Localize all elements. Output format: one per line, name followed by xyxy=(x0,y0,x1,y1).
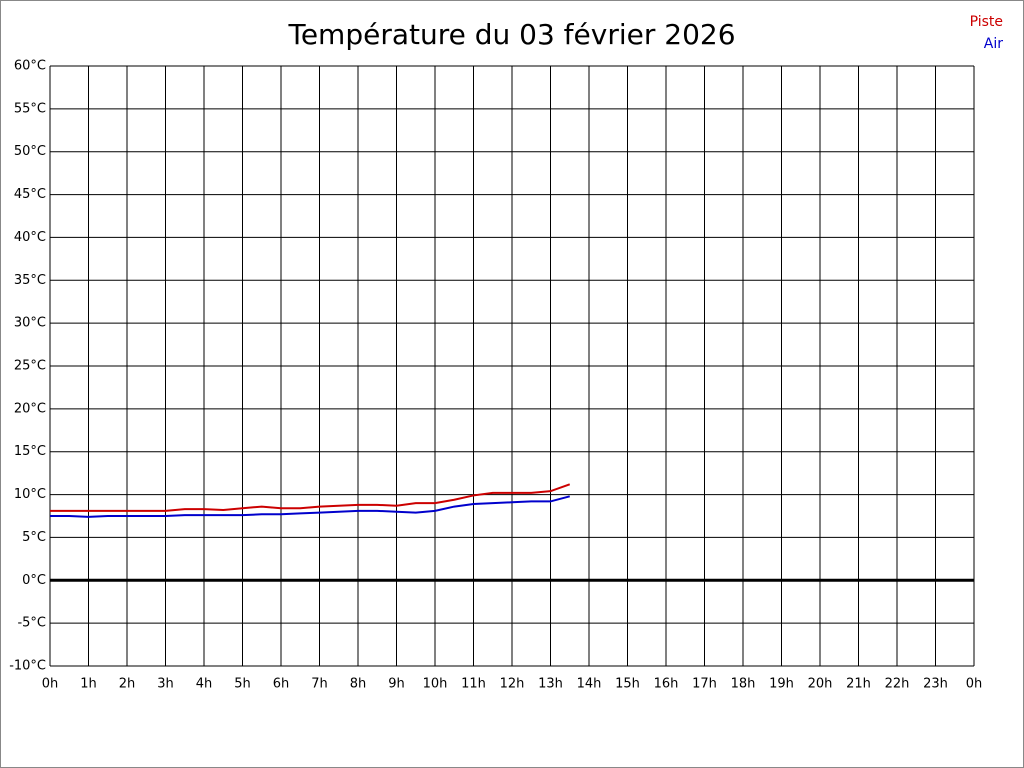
x-tick-label: 12h xyxy=(500,677,525,692)
x-tick-label: 3h xyxy=(157,677,174,692)
legend-entry: Air xyxy=(984,36,1003,52)
x-tick-label: 0h xyxy=(42,677,59,692)
y-tick-label: 55°C xyxy=(14,101,46,116)
y-tick-label: 50°C xyxy=(14,144,46,159)
y-tick-label: 45°C xyxy=(14,187,46,202)
x-tick-label: 4h xyxy=(196,677,213,692)
x-tick-label: 16h xyxy=(654,677,679,692)
y-tick-label: 20°C xyxy=(14,401,46,416)
y-tick-label: 5°C xyxy=(22,530,46,545)
x-tick-label: 2h xyxy=(119,677,136,692)
x-tick-label: 20h xyxy=(808,677,833,692)
x-tick-label: 6h xyxy=(273,677,290,692)
x-tick-label: 10h xyxy=(423,677,448,692)
y-tick-label: -10°C xyxy=(9,659,46,674)
x-tick-label: 7h xyxy=(311,677,328,692)
y-tick-label: 40°C xyxy=(14,230,46,245)
x-tick-label: 13h xyxy=(538,677,563,692)
x-tick-label: 11h xyxy=(461,677,486,692)
y-tick-label: 30°C xyxy=(14,316,46,331)
x-tick-label: 21h xyxy=(846,677,871,692)
x-tick-label: 22h xyxy=(885,677,910,692)
series-line xyxy=(50,483,571,512)
x-tick-label: 17h xyxy=(692,677,717,692)
y-tick-label: 15°C xyxy=(14,444,46,459)
y-tick-label: 0°C xyxy=(22,573,46,588)
x-tick-label: 18h xyxy=(731,677,756,692)
y-tick-label: 60°C xyxy=(14,59,46,74)
y-tick-label: -5°C xyxy=(17,616,46,631)
y-tick-label: 25°C xyxy=(14,359,46,374)
x-tick-label: 14h xyxy=(577,677,602,692)
x-tick-label: 23h xyxy=(923,677,948,692)
x-tick-label: 8h xyxy=(350,677,367,692)
x-tick-label: 9h xyxy=(388,677,405,692)
x-tick-label: 19h xyxy=(769,677,794,692)
x-tick-label: 5h xyxy=(234,677,251,692)
series-line xyxy=(50,495,571,518)
chart-title: Température du 03 février 2026 xyxy=(287,18,735,51)
legend-entry: Piste xyxy=(970,14,1003,30)
y-tick-label: 35°C xyxy=(14,273,46,288)
x-tick-label: 1h xyxy=(80,677,97,692)
y-tick-label: 10°C xyxy=(14,487,46,502)
x-tick-label: 0h xyxy=(966,677,983,692)
x-tick-label: 15h xyxy=(615,677,640,692)
